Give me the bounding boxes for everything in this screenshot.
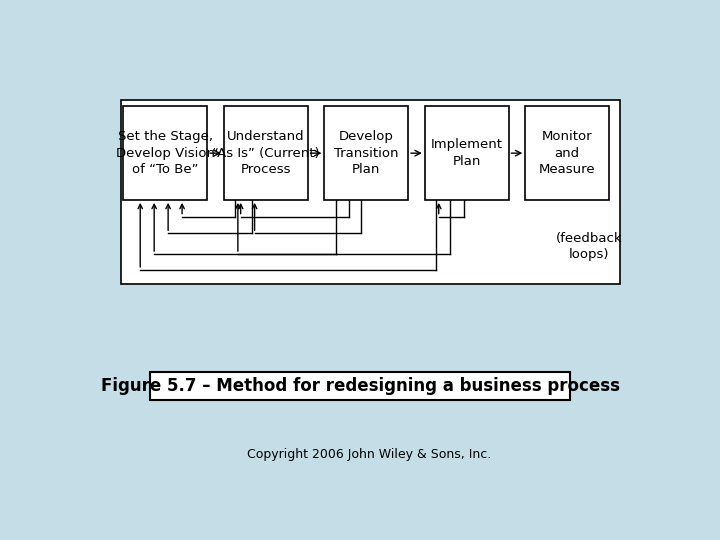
Bar xyxy=(150,373,570,400)
Text: Figure 5.7 – Method for redesigning a business process: Figure 5.7 – Method for redesigning a bu… xyxy=(101,377,620,395)
Text: Develop
Transition
Plan: Develop Transition Plan xyxy=(334,130,398,176)
Bar xyxy=(124,106,207,200)
Text: Set the Stage,
Develop Vision
of “To Be”: Set the Stage, Develop Vision of “To Be” xyxy=(116,130,215,176)
Bar xyxy=(324,106,408,200)
Bar xyxy=(224,106,307,200)
Text: Implement
Plan: Implement Plan xyxy=(431,138,503,168)
Text: Copyright 2006 John Wiley & Sons, Inc.: Copyright 2006 John Wiley & Sons, Inc. xyxy=(247,448,491,461)
Bar xyxy=(526,106,609,200)
Bar xyxy=(425,106,508,200)
Text: Understand
“As Is” (Current)
Process: Understand “As Is” (Current) Process xyxy=(212,130,320,176)
Bar xyxy=(121,100,620,284)
Text: Monitor
and
Measure: Monitor and Measure xyxy=(539,130,595,176)
Text: (feedback
loops): (feedback loops) xyxy=(556,232,623,261)
